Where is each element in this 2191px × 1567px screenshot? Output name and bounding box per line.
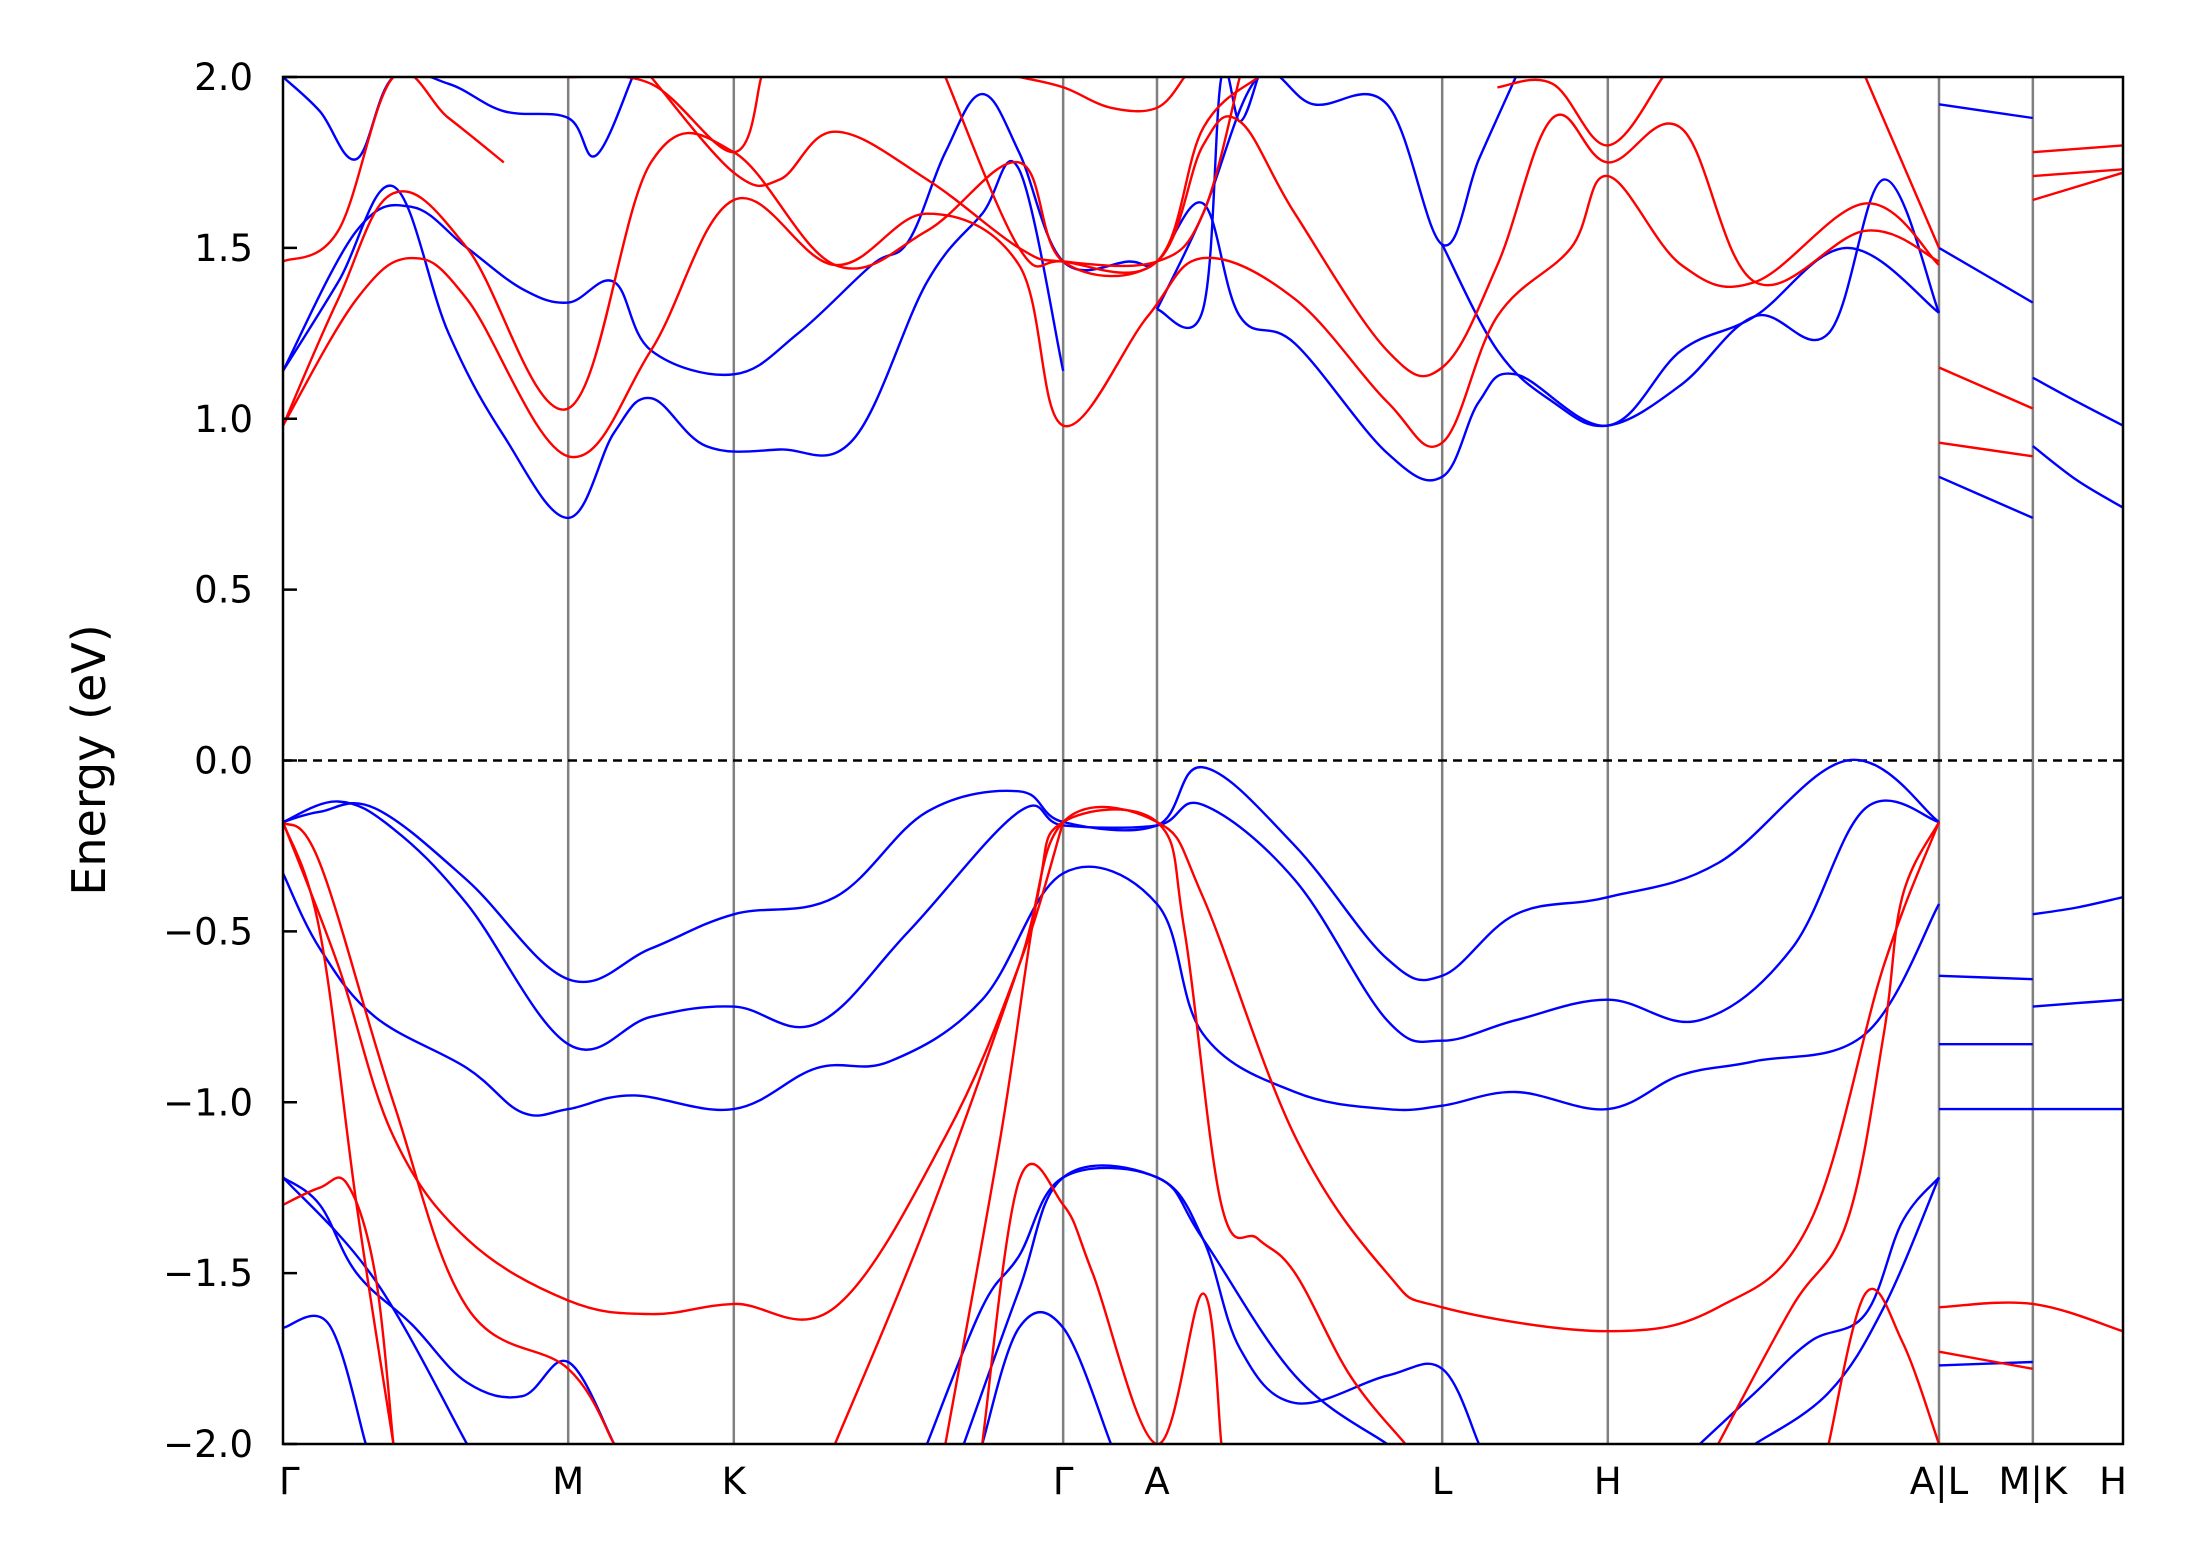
band-line-14: [1698, 1176, 1940, 1444]
band-line-33: [944, 808, 1407, 1444]
y-tick-label: 0.5: [194, 569, 253, 612]
band-line-46: [1497, 77, 1664, 147]
band-line-50: [2032, 144, 2123, 154]
band-line-44: [944, 77, 1241, 268]
band-line-17: [283, 159, 1065, 520]
band-line-25: [1938, 475, 2034, 519]
y-tick-label: −1.0: [163, 1081, 253, 1124]
x-tick-label-3: Γ: [1053, 1460, 1074, 1503]
band-line-38: [1938, 1350, 2034, 1370]
band-line-18: [283, 92, 1940, 482]
y-tick-label: 2.0: [194, 56, 253, 99]
x-axis-ticks: Γ M K Γ A L H A|L M|K H: [279, 1460, 2127, 1503]
band-line-3: [1938, 974, 2033, 981]
band-line-26: [2032, 376, 2123, 427]
band-line-22: [1441, 178, 1941, 428]
band-line-11: [925, 1166, 1388, 1444]
band-line-1: [283, 799, 1940, 1051]
band-line-12: [962, 1164, 1481, 1444]
band-line-36: [1827, 1287, 1941, 1444]
band-line-8: [283, 1176, 616, 1444]
band-line-42: [650, 77, 1260, 274]
y-axis-label: Energy (eV): [62, 624, 116, 895]
x-tick-label-0: Γ: [279, 1460, 300, 1503]
band-line-45: [1018, 77, 1186, 113]
band-lines: [283, 77, 2123, 1444]
band-line-13: [981, 1311, 1113, 1444]
band-line-7: [2032, 998, 2123, 1008]
x-tick-label-7: A|L: [1910, 1460, 1969, 1503]
band-line-19: [283, 77, 634, 161]
band-line-47: [1864, 77, 1941, 249]
band-line-48: [1938, 366, 2034, 410]
x-tick-label-6: H: [1594, 1460, 1622, 1503]
band-line-24: [1938, 246, 2034, 304]
band-line-15: [1754, 1176, 1941, 1444]
band-line-23: [1938, 103, 2033, 120]
band-line-32: [833, 805, 1941, 1444]
y-tick-label: −2.0: [163, 1423, 253, 1466]
band-line-6: [2032, 896, 2123, 916]
band-line-35: [1717, 821, 1941, 1444]
y-tick-label: 1.0: [194, 398, 253, 441]
band-line-30: [283, 821, 395, 1444]
y-axis-ticks: −2.0 −1.5 −1.0 −0.5 0.0 0.5 1.0 1.5 2.0: [163, 56, 297, 1466]
x-tick-label-9: H: [2099, 1460, 2127, 1503]
x-tick-label-1: M: [552, 1460, 584, 1503]
x-tick-label-4: A: [1144, 1460, 1169, 1503]
band-line-39: [283, 174, 1940, 459]
y-tick-label: 0.0: [194, 740, 253, 783]
band-line-37: [1938, 1301, 2123, 1333]
x-tick-label-2: K: [722, 1460, 748, 1503]
x-tick-label-5: L: [1432, 1460, 1453, 1503]
band-line-34: [981, 1162, 1223, 1444]
band-line-41: [283, 77, 505, 263]
band-line-51: [2032, 168, 2123, 178]
band-line-29: [283, 821, 616, 1444]
band-line-10: [283, 1314, 367, 1444]
x-tick-label-8: M|K: [1999, 1460, 2069, 1503]
y-tick-label: −0.5: [163, 910, 253, 953]
band-line-43: [568, 77, 763, 154]
band-line-52: [2032, 171, 2123, 202]
band-line-49: [1938, 441, 2033, 458]
band-line-16: [1938, 1360, 2033, 1367]
band-line-2: [283, 865, 1941, 1117]
band-line-28: [283, 821, 1065, 1321]
band-line-9: [283, 1176, 469, 1444]
band-line-31: [283, 1176, 395, 1444]
y-tick-label: −1.5: [163, 1252, 253, 1295]
band-line-27: [2032, 445, 2123, 509]
y-tick-label: 1.5: [194, 227, 253, 270]
